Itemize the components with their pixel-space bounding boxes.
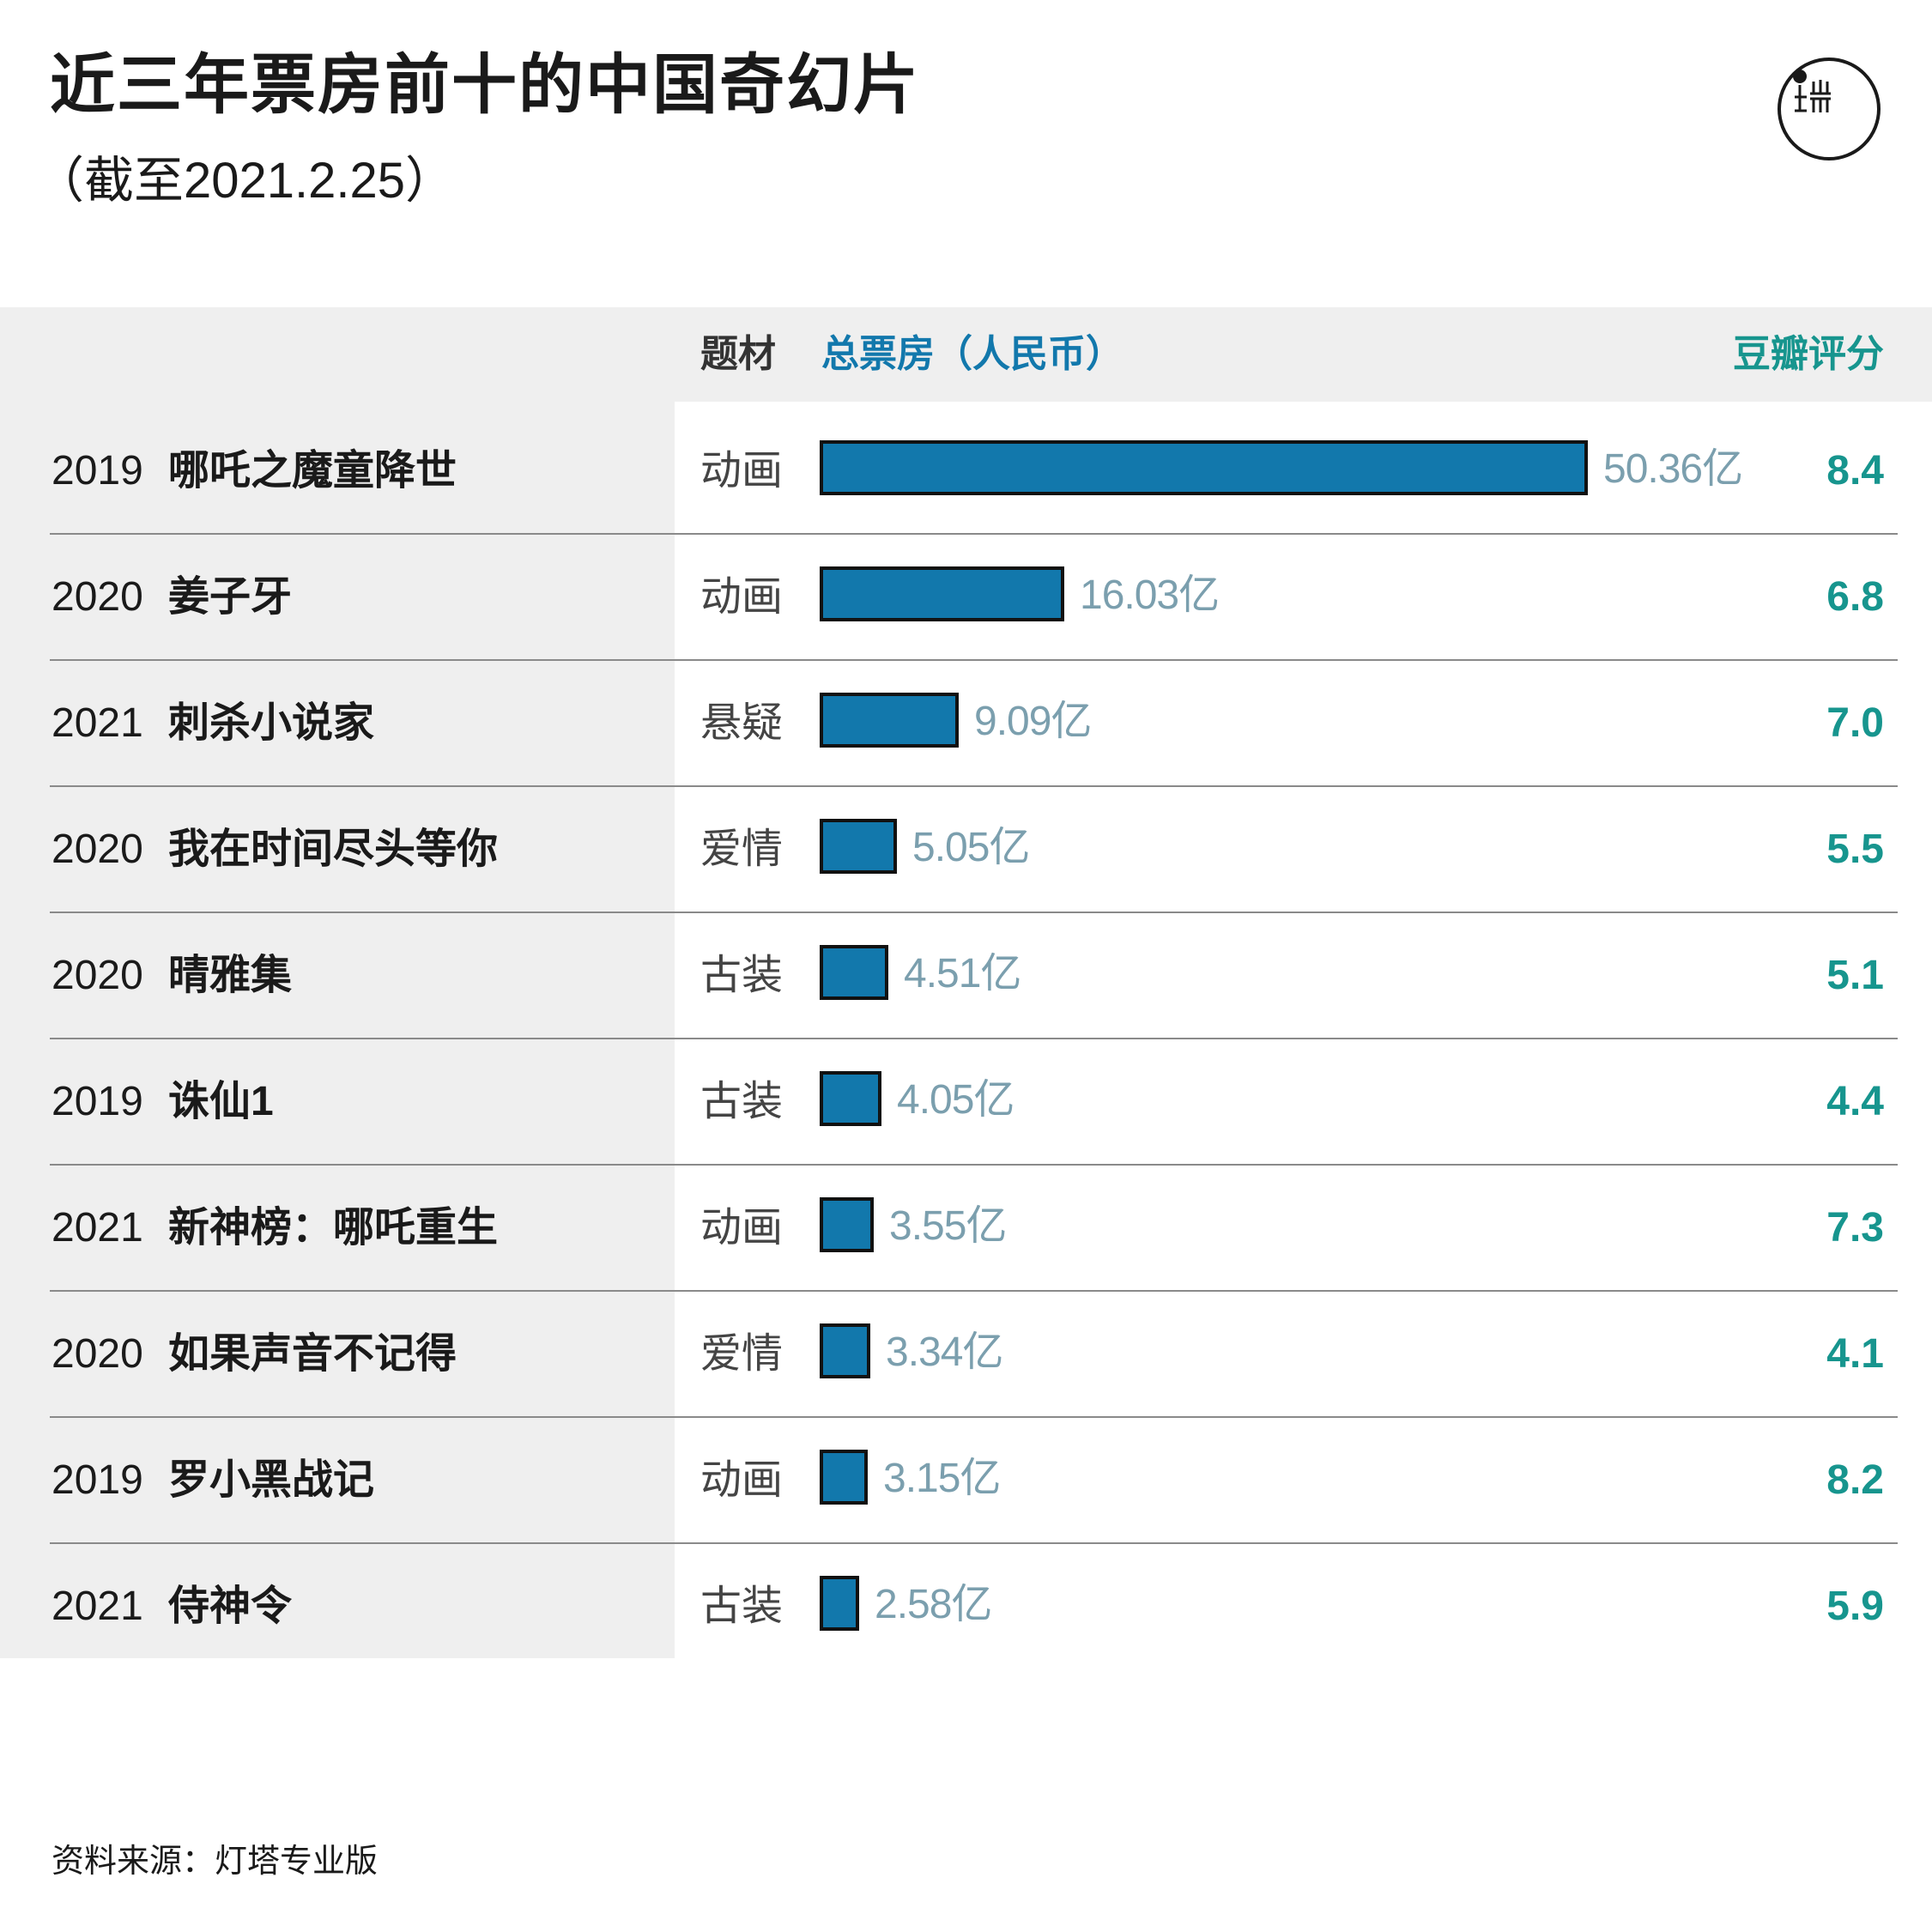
row-genre: 悬疑 bbox=[700, 700, 784, 746]
row-divider bbox=[50, 1416, 1898, 1418]
box-office-label: 50.36亿 bbox=[1603, 446, 1743, 492]
douban-rating: 5.9 bbox=[1826, 1584, 1884, 1629]
box-office-label: 3.55亿 bbox=[889, 1203, 1007, 1249]
box-office-label: 3.34亿 bbox=[886, 1329, 1003, 1375]
left-panel bbox=[0, 307, 675, 1658]
box-office-label: 9.09亿 bbox=[974, 699, 1092, 744]
data-source: 资料来源：灯塔专业版 bbox=[51, 1844, 379, 1880]
row-film-title: 侍神令 bbox=[168, 1584, 293, 1629]
box-office-label: 3.15亿 bbox=[883, 1456, 1001, 1501]
header-box-office: 总票房（人民币） bbox=[821, 333, 1123, 375]
row-year: 2019 bbox=[51, 1457, 143, 1503]
box-office-bar bbox=[820, 945, 888, 1000]
box-office-bar bbox=[820, 440, 1588, 495]
row-film-title: 哪吒之魔童降世 bbox=[168, 448, 457, 494]
row-genre: 动画 bbox=[700, 448, 784, 494]
box-office-bar bbox=[820, 693, 959, 748]
row-year: 2021 bbox=[51, 1205, 143, 1251]
box-office-label: 16.03亿 bbox=[1080, 572, 1220, 618]
box-office-bar bbox=[820, 1197, 874, 1252]
row-divider bbox=[50, 533, 1898, 535]
box-office-bar bbox=[820, 1071, 881, 1126]
row-divider bbox=[50, 785, 1898, 787]
row-film-title: 姜子牙 bbox=[168, 574, 293, 620]
row-genre: 古装 bbox=[700, 1584, 784, 1629]
box-office-bar bbox=[820, 819, 897, 874]
box-office-label: 4.05亿 bbox=[897, 1077, 1014, 1123]
douban-rating: 7.3 bbox=[1826, 1205, 1884, 1251]
row-genre: 动画 bbox=[700, 1205, 784, 1251]
douban-rating: 6.8 bbox=[1826, 574, 1884, 620]
chart-subtitle: （截至2021.2.25） bbox=[34, 153, 456, 209]
douban-rating: 5.1 bbox=[1826, 953, 1884, 998]
row-film-title: 我在时间尽头等你 bbox=[168, 827, 499, 872]
row-divider bbox=[50, 911, 1898, 913]
logo-dot bbox=[1793, 70, 1807, 83]
row-divider bbox=[50, 659, 1898, 661]
row-year: 2020 bbox=[51, 1331, 143, 1377]
box-office-label: 2.58亿 bbox=[875, 1582, 992, 1627]
row-film-title: 诛仙1 bbox=[168, 1079, 274, 1124]
douban-rating: 8.4 bbox=[1826, 448, 1884, 494]
header-rating: 豆瓣评分 bbox=[1733, 333, 1884, 375]
douban-rating: 8.2 bbox=[1826, 1457, 1884, 1503]
douban-rating: 5.5 bbox=[1826, 827, 1884, 872]
douban-rating: 4.1 bbox=[1826, 1331, 1884, 1377]
row-film-title: 新神榜：哪吒重生 bbox=[168, 1205, 499, 1251]
row-film-title: 晴雅集 bbox=[168, 953, 293, 998]
box-office-label: 4.51亿 bbox=[904, 951, 1021, 996]
header-genre: 题材 bbox=[700, 333, 776, 375]
row-year: 2020 bbox=[51, 953, 143, 998]
row-divider bbox=[50, 1038, 1898, 1039]
row-year: 2021 bbox=[51, 700, 143, 746]
chart-title: 近三年票房前十的中国奇幻片 bbox=[50, 49, 920, 122]
row-divider bbox=[50, 1290, 1898, 1292]
box-office-bar bbox=[820, 1323, 870, 1378]
box-office-bar bbox=[820, 1576, 859, 1631]
row-divider bbox=[50, 1164, 1898, 1166]
row-genre: 爱情 bbox=[700, 827, 784, 872]
row-genre: 古装 bbox=[700, 1079, 784, 1124]
box-office-bar bbox=[820, 1450, 868, 1505]
row-year: 2019 bbox=[51, 448, 143, 494]
row-year: 2019 bbox=[51, 1079, 143, 1124]
row-genre: 爱情 bbox=[700, 1331, 784, 1377]
row-genre: 古装 bbox=[700, 953, 784, 998]
row-film-title: 罗小黑战记 bbox=[168, 1457, 375, 1503]
box-office-bar bbox=[820, 566, 1064, 621]
row-year: 2020 bbox=[51, 574, 143, 620]
douban-rating: 4.4 bbox=[1826, 1079, 1884, 1124]
logo-icon bbox=[1778, 58, 1881, 160]
row-genre: 动画 bbox=[700, 574, 784, 620]
row-year: 2021 bbox=[51, 1584, 143, 1629]
row-film-title: 刺杀小说家 bbox=[168, 700, 375, 746]
logo-glyph bbox=[1795, 80, 1831, 112]
row-year: 2020 bbox=[51, 827, 143, 872]
box-office-label: 5.05亿 bbox=[912, 825, 1030, 870]
row-genre: 动画 bbox=[700, 1457, 784, 1503]
row-film-title: 如果声音不记得 bbox=[168, 1331, 457, 1377]
row-divider bbox=[50, 1542, 1898, 1544]
douban-rating: 7.0 bbox=[1826, 700, 1884, 746]
